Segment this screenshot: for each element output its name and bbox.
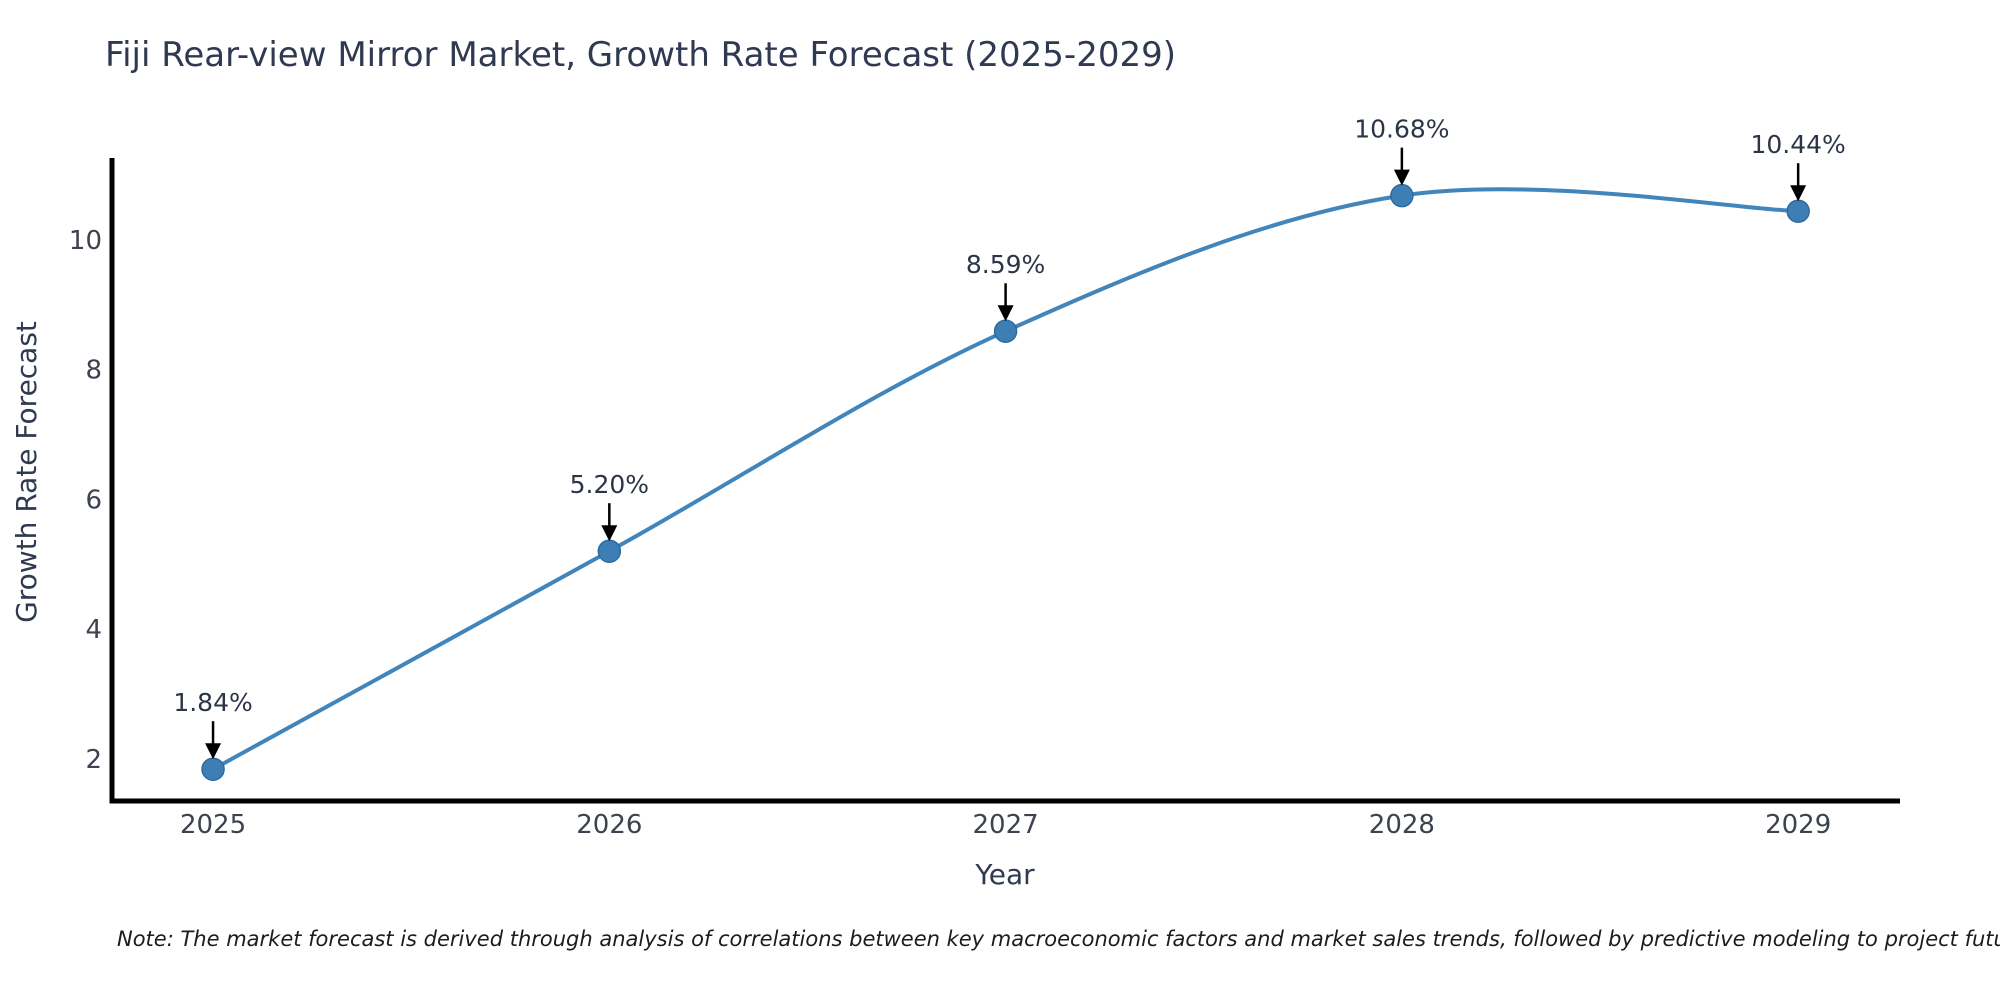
annotation-label: 8.59% xyxy=(966,250,1045,279)
annotation-label: 10.68% xyxy=(1354,115,1449,144)
chart-title: Fiji Rear-view Mirror Market, Growth Rat… xyxy=(105,35,1176,75)
data-point-marker xyxy=(597,539,622,563)
y-tick-label: 8 xyxy=(85,356,102,386)
x-tick-label: 2028 xyxy=(1369,810,1435,840)
data-point-marker xyxy=(1786,199,1810,223)
y-tick-label: 2 xyxy=(85,745,102,775)
annotation-label: 1.84% xyxy=(173,688,252,717)
plot-area: 2 4 6 8 10 2025 2026 2027 2028 2029 1.84% 5.20% 8.59… xyxy=(69,115,1900,840)
data-point-marker xyxy=(1390,183,1414,208)
annotation-arrowhead xyxy=(1393,169,1410,186)
y-tick-label: 10 xyxy=(69,226,102,256)
y-axis-title: Growth Rate Forecast xyxy=(10,321,43,623)
annotation-arrowhead xyxy=(1790,185,1807,202)
annotation-label: 5.20% xyxy=(570,470,649,499)
y-tick-label: 6 xyxy=(85,485,102,515)
annotation-label: 10.44% xyxy=(1750,130,1845,159)
x-tick-label: 2027 xyxy=(973,810,1039,840)
footnote: Note: The market forecast is derived thr… xyxy=(117,927,2000,951)
annotation-arrowhead xyxy=(205,743,222,760)
x-tick-label: 2026 xyxy=(576,810,642,840)
y-tick-label: 4 xyxy=(85,615,102,645)
annotation-arrowhead xyxy=(601,525,618,542)
data-point-marker xyxy=(201,757,225,781)
x-tick-label: 2029 xyxy=(1765,810,1831,840)
data-point-marker xyxy=(993,319,1018,343)
x-tick-label: 2025 xyxy=(180,810,246,840)
annotation-arrowhead xyxy=(997,305,1014,322)
x-axis-title: Year xyxy=(974,858,1035,891)
